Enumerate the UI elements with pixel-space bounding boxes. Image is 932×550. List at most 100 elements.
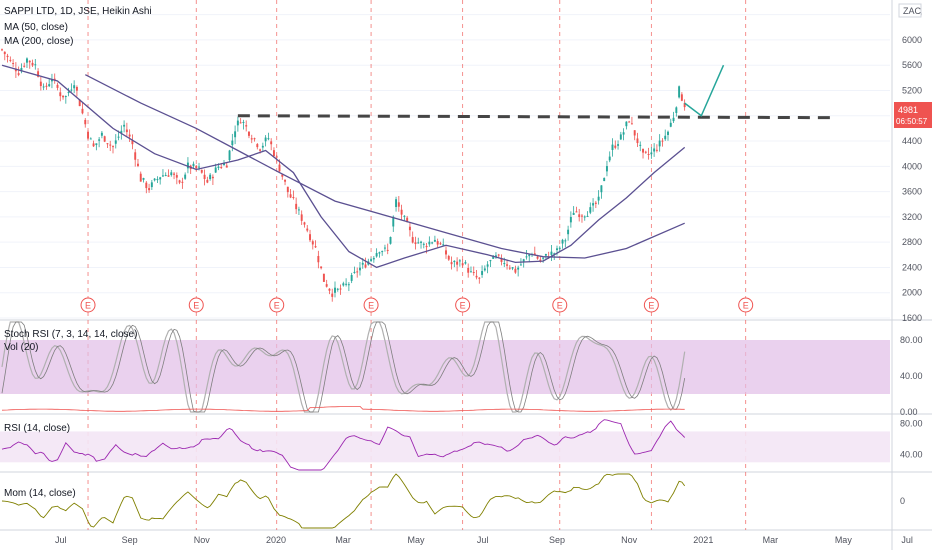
candle-body — [431, 242, 434, 244]
candle-body — [78, 99, 81, 107]
stoch-rsi-d-line — [1, 321, 686, 413]
candle-body — [456, 261, 459, 265]
candle-body — [350, 275, 353, 281]
candle-body — [550, 251, 553, 255]
candle-body — [109, 144, 112, 146]
volume-ma-line — [1, 406, 685, 412]
earnings-event-label: E — [460, 301, 466, 311]
candle-body — [137, 163, 139, 166]
candle-body — [272, 150, 275, 157]
candle-body — [567, 229, 570, 235]
candle-body — [370, 259, 373, 261]
candle-body — [45, 85, 48, 87]
candle-body — [322, 273, 325, 282]
candle-body — [328, 288, 331, 291]
candle-body — [553, 253, 556, 255]
candle-body — [389, 237, 392, 244]
candle-body — [583, 216, 586, 218]
candle-body — [403, 215, 406, 217]
price-tick-label: 3600 — [902, 187, 922, 197]
candle-body — [433, 239, 436, 242]
candle-body — [378, 252, 381, 254]
candle-body — [522, 259, 525, 262]
candle-body — [120, 130, 123, 134]
candle-body — [428, 241, 431, 245]
candle-body — [603, 178, 606, 182]
projection-path — [684, 64, 725, 117]
candle-body — [569, 216, 572, 223]
candle-body — [636, 138, 639, 144]
candle-body — [542, 257, 545, 259]
candle-body — [270, 141, 273, 145]
candle-body — [170, 172, 173, 176]
candle-body — [683, 103, 686, 108]
candle-body — [181, 181, 184, 183]
candle-body — [278, 164, 281, 172]
earnings-event-badge — [80, 297, 96, 313]
time-tick-label: Mar — [335, 535, 351, 545]
candle-body — [253, 138, 256, 140]
candle-body — [486, 264, 489, 267]
candle-body — [292, 196, 295, 199]
candle-body — [161, 175, 164, 177]
candle-body — [236, 120, 239, 126]
candle-body — [12, 63, 15, 65]
candle-body — [275, 156, 278, 158]
candle-body — [411, 237, 414, 243]
candle-body — [406, 217, 409, 223]
candle-body — [667, 131, 669, 135]
price-badge-value: 4981 — [898, 105, 918, 115]
candle-body — [392, 216, 395, 227]
candle-body — [64, 96, 67, 98]
candle-body — [84, 119, 87, 125]
candle-body — [447, 255, 450, 260]
candle-body — [336, 288, 339, 290]
candle-body — [347, 284, 350, 286]
stoch-rsi-k-line — [1, 321, 686, 413]
candle-body — [231, 140, 234, 146]
stoch-rsi-band — [0, 340, 890, 394]
candle-body — [339, 288, 342, 290]
candle-body — [586, 215, 589, 217]
candle-body — [669, 122, 672, 127]
candle-body — [414, 242, 417, 244]
candle-body — [628, 121, 631, 123]
candle-body — [575, 211, 578, 213]
candle-body — [408, 226, 411, 231]
candle-body — [503, 263, 506, 265]
candle-body — [680, 94, 683, 101]
earnings-event-label: E — [743, 301, 749, 311]
candle-body — [320, 266, 323, 269]
candle-body — [450, 262, 453, 265]
candle-body — [458, 260, 461, 262]
time-tick-label: Nov — [621, 535, 638, 545]
price-tick-label: 2800 — [902, 237, 922, 247]
candle-body — [622, 132, 625, 135]
time-tick-label: Jul — [901, 535, 913, 545]
rsi-band — [0, 431, 890, 463]
ma200-line — [85, 74, 685, 259]
candle-body — [325, 284, 328, 287]
candle-body — [508, 267, 511, 269]
candle-body — [500, 258, 503, 262]
candle-body — [592, 203, 595, 206]
rsi-legend: RSI (14, close) — [4, 423, 70, 434]
candle-body — [6, 55, 9, 58]
earnings-event-badge — [643, 297, 659, 313]
candle-body — [564, 240, 567, 242]
ma200-legend: MA (200, close) — [4, 36, 73, 47]
candle-body — [397, 202, 400, 207]
candle-body — [206, 179, 209, 183]
candle-body — [95, 143, 98, 146]
candle-body — [156, 179, 159, 181]
candle-body — [614, 145, 617, 148]
candle-body — [1, 49, 3, 51]
candle-body — [284, 179, 287, 182]
price-tick-label: 1600 — [902, 313, 922, 323]
candle-body — [472, 272, 475, 274]
time-tick-label: Mar — [763, 535, 779, 545]
candle-body — [644, 151, 647, 153]
candle-body — [345, 283, 348, 285]
candle-body — [148, 188, 151, 191]
